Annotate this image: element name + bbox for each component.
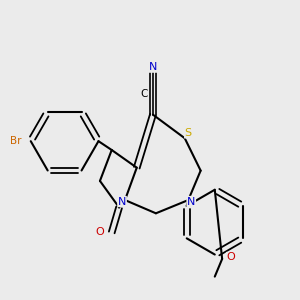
Text: N: N [149, 62, 157, 72]
Text: C: C [140, 89, 148, 99]
Text: N: N [187, 196, 195, 206]
Text: O: O [96, 227, 104, 237]
Text: Br: Br [11, 136, 22, 146]
Text: S: S [185, 128, 192, 138]
Text: N: N [118, 196, 126, 206]
Text: O: O [226, 253, 235, 262]
